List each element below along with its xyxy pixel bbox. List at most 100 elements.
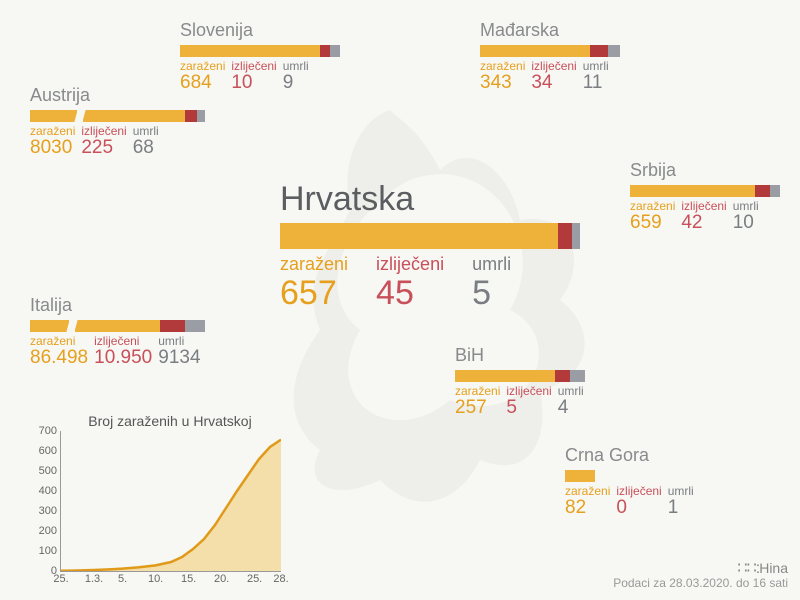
bar-segment-dead (330, 45, 340, 57)
chart-xtick: 5. (118, 571, 127, 585)
main-country-name: Hrvatska (280, 180, 580, 219)
bar-segment-infected (75, 320, 160, 332)
country-bar (180, 45, 340, 57)
stat-cured: izliječeni10.950 (94, 335, 152, 369)
country-bar (480, 45, 620, 57)
chart-xtick: 28. (273, 571, 288, 585)
chart-xtick: 1.3. (85, 571, 103, 585)
chart-xtick: 20. (214, 571, 229, 585)
bar-segment-cured (555, 370, 570, 382)
bar-segment-infected (455, 370, 555, 382)
stat-infected: zaraženi86.498 (30, 335, 88, 369)
country-name: Italija (30, 295, 205, 316)
bar-segment-cured (558, 223, 572, 249)
stat-infected: zaraženi659 (630, 200, 675, 234)
country-labels: zaraženi659izliječeni42 umrli10 (630, 200, 780, 234)
bar-segment-infected (83, 110, 185, 122)
main-stat-dead: umrli5 (472, 255, 511, 312)
stat-cured: izliječeni42 (681, 200, 726, 234)
bar-segment-infected (180, 45, 320, 57)
main-stat-cured: izliječeni45 (376, 255, 444, 312)
bar-segment-dead (608, 45, 620, 57)
stat-infected: zaraženi8030 (30, 125, 75, 159)
stat-dead: umrli9 (283, 60, 309, 94)
stat-cured: izliječeni34 (531, 60, 576, 94)
stat-label: umrli (472, 255, 511, 275)
bar-segment-cured (185, 110, 197, 122)
bar-segment-cured (320, 45, 330, 57)
stat-value: 10 (733, 213, 759, 234)
footer: ∷∷:Hina Podaci za 28.03.2020. do 16 sati (613, 560, 788, 590)
stat-value: 10 (231, 73, 276, 94)
country-block: Austrija zaraženi8030izliječeni225 umrli68 (30, 85, 205, 159)
stat-dead: umrli1 (668, 485, 694, 519)
stat-value: 34 (531, 73, 576, 94)
chart-ytick: 200 (39, 525, 61, 537)
chart-ytick: 500 (39, 465, 61, 477)
country-block: Italijazaraženi86.498izliječeni10.950umr… (30, 295, 205, 369)
bar-segment-cured (160, 320, 185, 332)
stat-value: 659 (630, 213, 675, 234)
country-name: BiH (455, 345, 585, 366)
footer-caption: Podaci za 28.03.2020. do 16 sati (613, 576, 788, 590)
chart-plot: 010020030040050060070025.1.3.5.10.15.20.… (60, 431, 281, 572)
line-chart: Broj zaraženih u Hrvatskoj 01002003004005… (60, 413, 281, 572)
chart-curve (61, 431, 281, 571)
country-labels: zaraženi343izliječeni34umrli11 (480, 60, 620, 94)
stat-value: 1 (668, 498, 694, 519)
country-bar (630, 185, 780, 197)
stat-label: zaraženi (280, 255, 348, 275)
country-bar (30, 320, 205, 332)
stat-infected: zaraženi257 (455, 385, 500, 419)
chart-xtick: 10. (148, 571, 163, 585)
stat-cured: izliječeni0 (616, 485, 661, 519)
country-block: BiH zaraženi257izliječeni5umrli4 (455, 345, 585, 419)
stat-value: 4 (558, 398, 584, 419)
chart-ytick: 100 (39, 545, 61, 557)
country-name: Crna Gora (565, 445, 694, 466)
brand-dots-icon: ∷∷: (737, 560, 759, 577)
bar-segment-infected (30, 320, 69, 332)
stat-value: 82 (565, 498, 610, 519)
bar-segment-dead (570, 370, 585, 382)
chart-title: Broj zaraženih u Hrvatskoj (60, 413, 280, 429)
stat-dead: umrli10 (733, 200, 759, 234)
bar-segment-infected (30, 110, 77, 122)
stat-value: 0 (616, 498, 661, 519)
country-name: Austrija (30, 85, 205, 106)
stat-value: 257 (455, 398, 500, 419)
stat-value: 5 (472, 275, 511, 312)
stat-dead: umrli4 (558, 385, 584, 419)
stat-infected: zaraženi82 (565, 485, 610, 519)
main-stat-infected: zaraženi657 (280, 255, 348, 312)
chart-xtick: 25. (53, 571, 68, 585)
main-labels: zaraženi657 izliječeni45 umrli5 (280, 255, 580, 312)
country-labels: zaraženi8030izliječeni225 umrli68 (30, 125, 205, 159)
bar-segment-cured (755, 185, 770, 197)
bar-segment-dead (572, 223, 580, 249)
country-bar (455, 370, 585, 382)
stat-value: 9 (283, 73, 309, 94)
chart-area (61, 440, 281, 571)
stat-value: 11 (583, 73, 609, 94)
country-block: Mađarskazaraženi343izliječeni34umrli11 (480, 20, 620, 94)
chart-ytick: 300 (39, 505, 61, 517)
stat-dead: umrli68 (133, 125, 159, 159)
stat-value: 42 (681, 213, 726, 234)
bar-segment-infected (565, 470, 595, 482)
country-block: Srbijazaraženi659izliječeni42umrli10 (630, 160, 780, 234)
country-block: Crna Gora zaraženi82izliječeni0 umrli1 (565, 445, 694, 519)
bar-segment-infected (630, 185, 755, 197)
stat-value: 45 (376, 275, 444, 312)
stat-value: 10.950 (94, 348, 152, 369)
stat-label: izliječeni (376, 255, 444, 275)
bar-segment-infected (280, 223, 558, 249)
stat-value: 8030 (30, 138, 75, 159)
stat-cured: izliječeni225 (81, 125, 126, 159)
stat-value: 86.498 (30, 348, 88, 369)
bar-segment-infected (480, 45, 590, 57)
chart-ytick: 400 (39, 485, 61, 497)
country-labels: zaraženi86.498izliječeni10.950umrli9134 (30, 335, 205, 369)
country-labels: zaraženi257izliječeni5umrli4 (455, 385, 585, 419)
stat-infected: zaraženi343 (480, 60, 525, 94)
